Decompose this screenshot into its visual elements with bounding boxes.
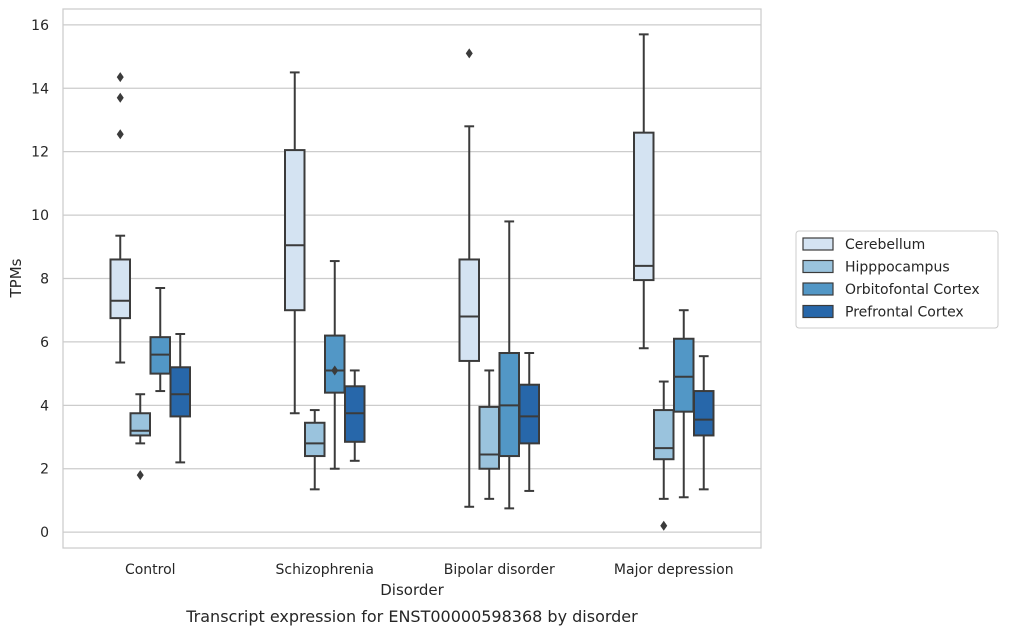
x-axis-label: Disorder	[380, 581, 444, 599]
box-orbitofontal-cortex	[149, 287, 171, 393]
y-tick-label: 6	[40, 335, 49, 351]
y-axis-label: TPMs	[7, 258, 25, 298]
legend-label: Prefrontal Cortex	[845, 305, 964, 321]
box-iqr	[478, 405, 500, 470]
y-tick-label: 12	[31, 145, 49, 161]
box-cerebellum	[109, 72, 131, 364]
legend-swatch	[802, 237, 834, 251]
legend-label: Orbitofontal Cortex	[845, 282, 980, 298]
outlier-point	[465, 48, 473, 59]
outlier-point	[660, 520, 668, 531]
y-tick-label: 14	[31, 81, 49, 97]
outlier-point	[116, 72, 124, 83]
plot-frame	[62, 8, 762, 549]
legend-frame	[795, 230, 999, 329]
box-orbitofontal-cortex	[498, 220, 520, 510]
box-iqr	[693, 390, 715, 437]
box-iqr	[324, 334, 346, 394]
box-iqr	[673, 337, 695, 413]
legend-swatch	[802, 259, 834, 274]
x-tick-label: Bipolar disorder	[444, 562, 555, 578]
box-iqr	[518, 383, 540, 445]
box-iqr	[653, 409, 675, 461]
box-hipppocampus	[304, 409, 326, 491]
box-prefrontal-cortex	[518, 352, 540, 492]
box-iqr	[284, 149, 306, 312]
y-tick-label: 0	[40, 525, 49, 541]
y-tick-label: 4	[40, 398, 49, 414]
box-iqr	[633, 131, 655, 282]
legend-label: Cerebellum	[845, 237, 925, 253]
box-cerebellum	[284, 71, 306, 415]
box-series-group	[109, 33, 715, 531]
x-tick-label: Major depression	[614, 562, 734, 578]
legend-swatch	[802, 304, 834, 319]
box-iqr	[129, 412, 151, 437]
box-iqr	[169, 366, 191, 418]
box-cerebellum	[458, 48, 480, 508]
legend: Cerebellum Hipppocampus Orbitofontal Corte…	[795, 230, 999, 329]
outlier-point	[136, 470, 144, 481]
box-orbitofontal-cortex	[324, 260, 346, 470]
box-orbitofontal-cortex	[673, 309, 695, 499]
outlier-point	[116, 129, 124, 140]
box-prefrontal-cortex	[169, 332, 191, 464]
y-tick-label: 10	[31, 208, 49, 224]
y-axis-ticks: 0 2 4 6 8 10 12 14 16	[31, 18, 49, 541]
legend-swatch	[802, 282, 834, 296]
y-tick-label: 8	[40, 272, 49, 288]
legend-label: Hipppocampus	[845, 260, 950, 276]
box-prefrontal-cortex	[693, 355, 715, 491]
chart-caption: Transcript expression for ENST0000059836…	[185, 607, 638, 626]
box-iqr	[109, 258, 131, 320]
outlier-point	[331, 365, 339, 376]
y-tick-label: 2	[40, 462, 49, 478]
x-axis-ticks: Control Schizophrenia Bipolar disorder Majo…	[125, 562, 734, 578]
box-iqr	[458, 258, 480, 362]
x-tick-label: Schizophrenia	[276, 562, 374, 578]
y-tick-label: 16	[31, 18, 49, 34]
box-prefrontal-cortex	[344, 369, 366, 462]
box-cerebellum	[633, 33, 655, 350]
box-hipppocampus	[653, 380, 675, 531]
box-iqr	[304, 421, 326, 458]
box-hipppocampus	[478, 369, 500, 500]
outlier-point	[116, 92, 124, 103]
x-tick-label: Control	[125, 562, 176, 578]
box-hipppocampus	[129, 393, 151, 481]
